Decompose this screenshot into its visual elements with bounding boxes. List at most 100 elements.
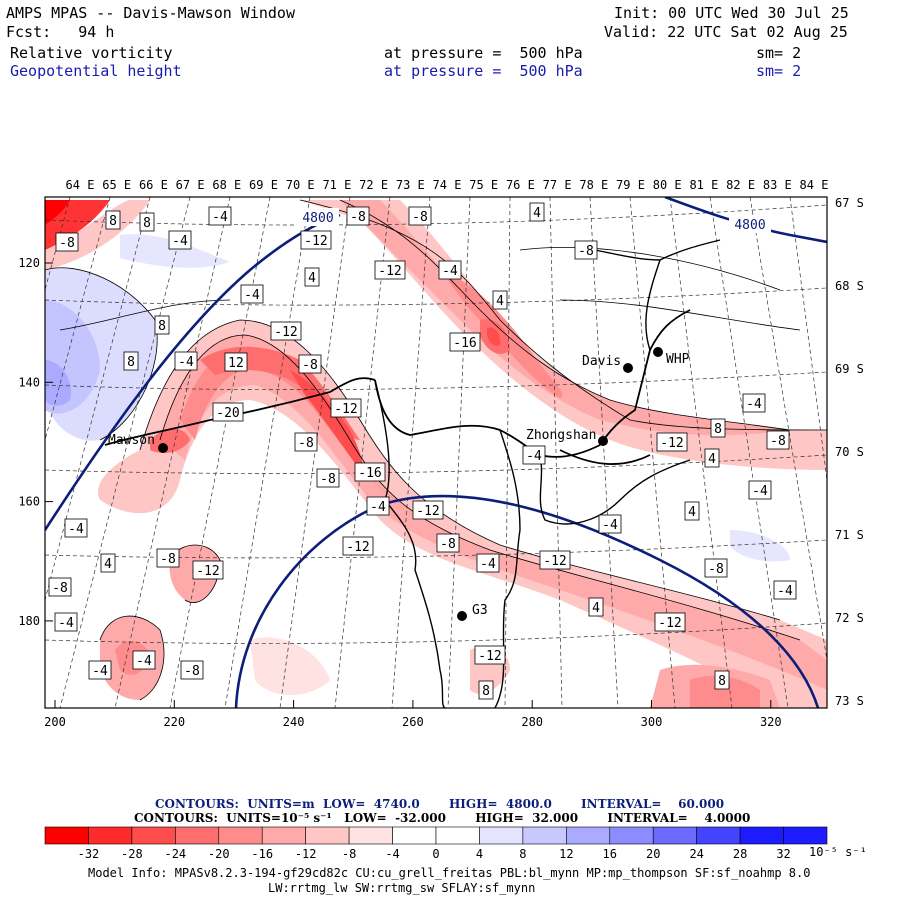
plot-frame <box>44 196 828 709</box>
davis-marker[interactable] <box>623 363 633 373</box>
svg-text:-4: -4 <box>526 449 542 464</box>
lon-label: 76 E <box>506 178 535 192</box>
bottom-axis: 200 220 240 260 280 300 320 <box>44 700 782 729</box>
vorticity-label: -4 <box>366 496 390 516</box>
scale-label: 12 <box>559 847 573 861</box>
color-swatch <box>44 826 89 845</box>
color-swatch <box>783 826 828 845</box>
color-swatch <box>609 826 654 845</box>
top-longitude-labels: 64 E 65 E 66 E 67 E 68 E 69 E 70 E 71 E 72 E 73 E… <box>66 178 829 192</box>
init-time: Init: 00 UTC Wed 30 Jul 25 <box>614 4 849 22</box>
svg-text:-4: -4 <box>752 484 768 499</box>
color-swatch <box>88 826 133 845</box>
scale-label: 28 <box>733 847 747 861</box>
svg-text:-4: -4 <box>442 264 458 279</box>
vorticity-label: -8 <box>346 206 370 226</box>
color-swatch <box>479 826 524 845</box>
color-swatch <box>131 826 176 845</box>
vorticity-label: -4 <box>168 230 192 250</box>
vorticity-label: -8 <box>156 548 180 568</box>
svg-text:4: 4 <box>688 505 696 520</box>
svg-text:-4: -4 <box>212 210 228 225</box>
color-swatch <box>566 826 611 845</box>
svg-text:-4: -4 <box>178 355 194 370</box>
field2-name: Geopotential height <box>10 62 182 80</box>
lon-label: 70 E <box>286 178 315 192</box>
vorticity-label: 8 <box>154 315 170 335</box>
color-swatch <box>305 826 350 845</box>
color-swatch <box>652 826 697 845</box>
lon-label: 83 E <box>763 178 792 192</box>
vorticity-label: -4 <box>54 612 78 632</box>
whp-marker[interactable] <box>653 347 663 357</box>
height-label: 4800 <box>297 208 339 226</box>
svg-text:-12: -12 <box>478 649 501 664</box>
svg-text:-16: -16 <box>453 336 476 351</box>
svg-text:-8: -8 <box>350 210 366 225</box>
vorticity-label: -4 <box>773 580 797 600</box>
vorticity-contour-labels: 8 8 -8 -4 -4 -8 -8 4 -12 -8 -4 -4 8 4 -12 8 -4 12 -8 -12 -16… <box>48 202 797 700</box>
lon-label: 67 E <box>176 178 205 192</box>
svg-text:-12: -12 <box>334 402 357 417</box>
lon-label: 84 E <box>800 178 829 192</box>
lon-label: 79 E <box>616 178 645 192</box>
vorticity-label: 4 <box>529 202 545 222</box>
vorticity-label: -8 <box>55 232 79 252</box>
color-swatch <box>392 826 437 845</box>
svg-text:-4: -4 <box>244 288 260 303</box>
vorticity-contours <box>45 199 827 701</box>
g3-marker[interactable] <box>457 611 467 621</box>
svg-text:8: 8 <box>127 355 135 370</box>
field2-smoothing: sm= 2 <box>756 62 802 80</box>
lon-label: 69 E <box>249 178 278 192</box>
color-swatch <box>348 826 393 845</box>
x-tick-label: 200 <box>44 715 66 729</box>
vorticity-label: -4 <box>598 514 622 534</box>
scale-label: 8 <box>519 847 526 861</box>
vorticity-label: -4 <box>742 393 766 413</box>
x-tick-label: 280 <box>521 715 543 729</box>
model-info-line1: Model Info: MPASv8.2.3-194-gf29cd82c CU:… <box>88 866 811 880</box>
scale-label: -12 <box>295 847 317 861</box>
field1-level: at pressure = 500 hPa <box>384 44 583 62</box>
vorticity-label: -12 <box>374 260 406 280</box>
lon-label: 81 E <box>689 178 718 192</box>
vorticity-label: 8 <box>105 210 121 230</box>
vorticity-label: 4 <box>588 597 604 617</box>
vorticity-label: -20 <box>212 402 244 422</box>
zhongshan-marker[interactable] <box>598 436 608 446</box>
vorticity-label: -16 <box>354 462 386 482</box>
vorticity-label: -8 <box>766 430 790 450</box>
scale-label: -32 <box>78 847 100 861</box>
svg-text:-12: -12 <box>304 234 327 249</box>
field1-name: Relative vorticity <box>10 44 173 62</box>
vorticity-label: -12 <box>412 500 444 520</box>
vorticity-label: -12 <box>654 612 686 632</box>
color-scale-bar <box>44 826 828 845</box>
svg-text:12: 12 <box>228 356 244 371</box>
svg-text:-12: -12 <box>658 616 681 631</box>
svg-text:8: 8 <box>143 216 151 231</box>
color-swatch <box>218 826 263 845</box>
svg-text:4: 4 <box>708 452 716 467</box>
station-markers: Davis WHP Mawson Zhongshan G3 <box>108 347 690 621</box>
vorticity-label: -12 <box>300 230 332 250</box>
svg-text:8: 8 <box>718 674 726 689</box>
vorticity-label: 8 <box>139 212 155 232</box>
color-swatch <box>696 826 741 845</box>
color-swatch <box>739 826 784 845</box>
lat-label: 67 S <box>835 196 864 210</box>
lon-label: 64 E <box>66 178 95 192</box>
scale-label: -8 <box>342 847 356 861</box>
scale-label: -4 <box>385 847 399 861</box>
x-tick-label: 320 <box>760 715 782 729</box>
vorticity-label: -8 <box>408 206 432 226</box>
vorticity-label: -8 <box>180 660 204 680</box>
mawson-marker[interactable] <box>158 443 168 453</box>
svg-text:-12: -12 <box>660 436 683 451</box>
vorticity-label: -4 <box>240 284 264 304</box>
svg-text:-4: -4 <box>58 616 74 631</box>
svg-text:-8: -8 <box>52 581 68 596</box>
svg-text:-4: -4 <box>746 397 762 412</box>
scale-label: -24 <box>164 847 186 861</box>
